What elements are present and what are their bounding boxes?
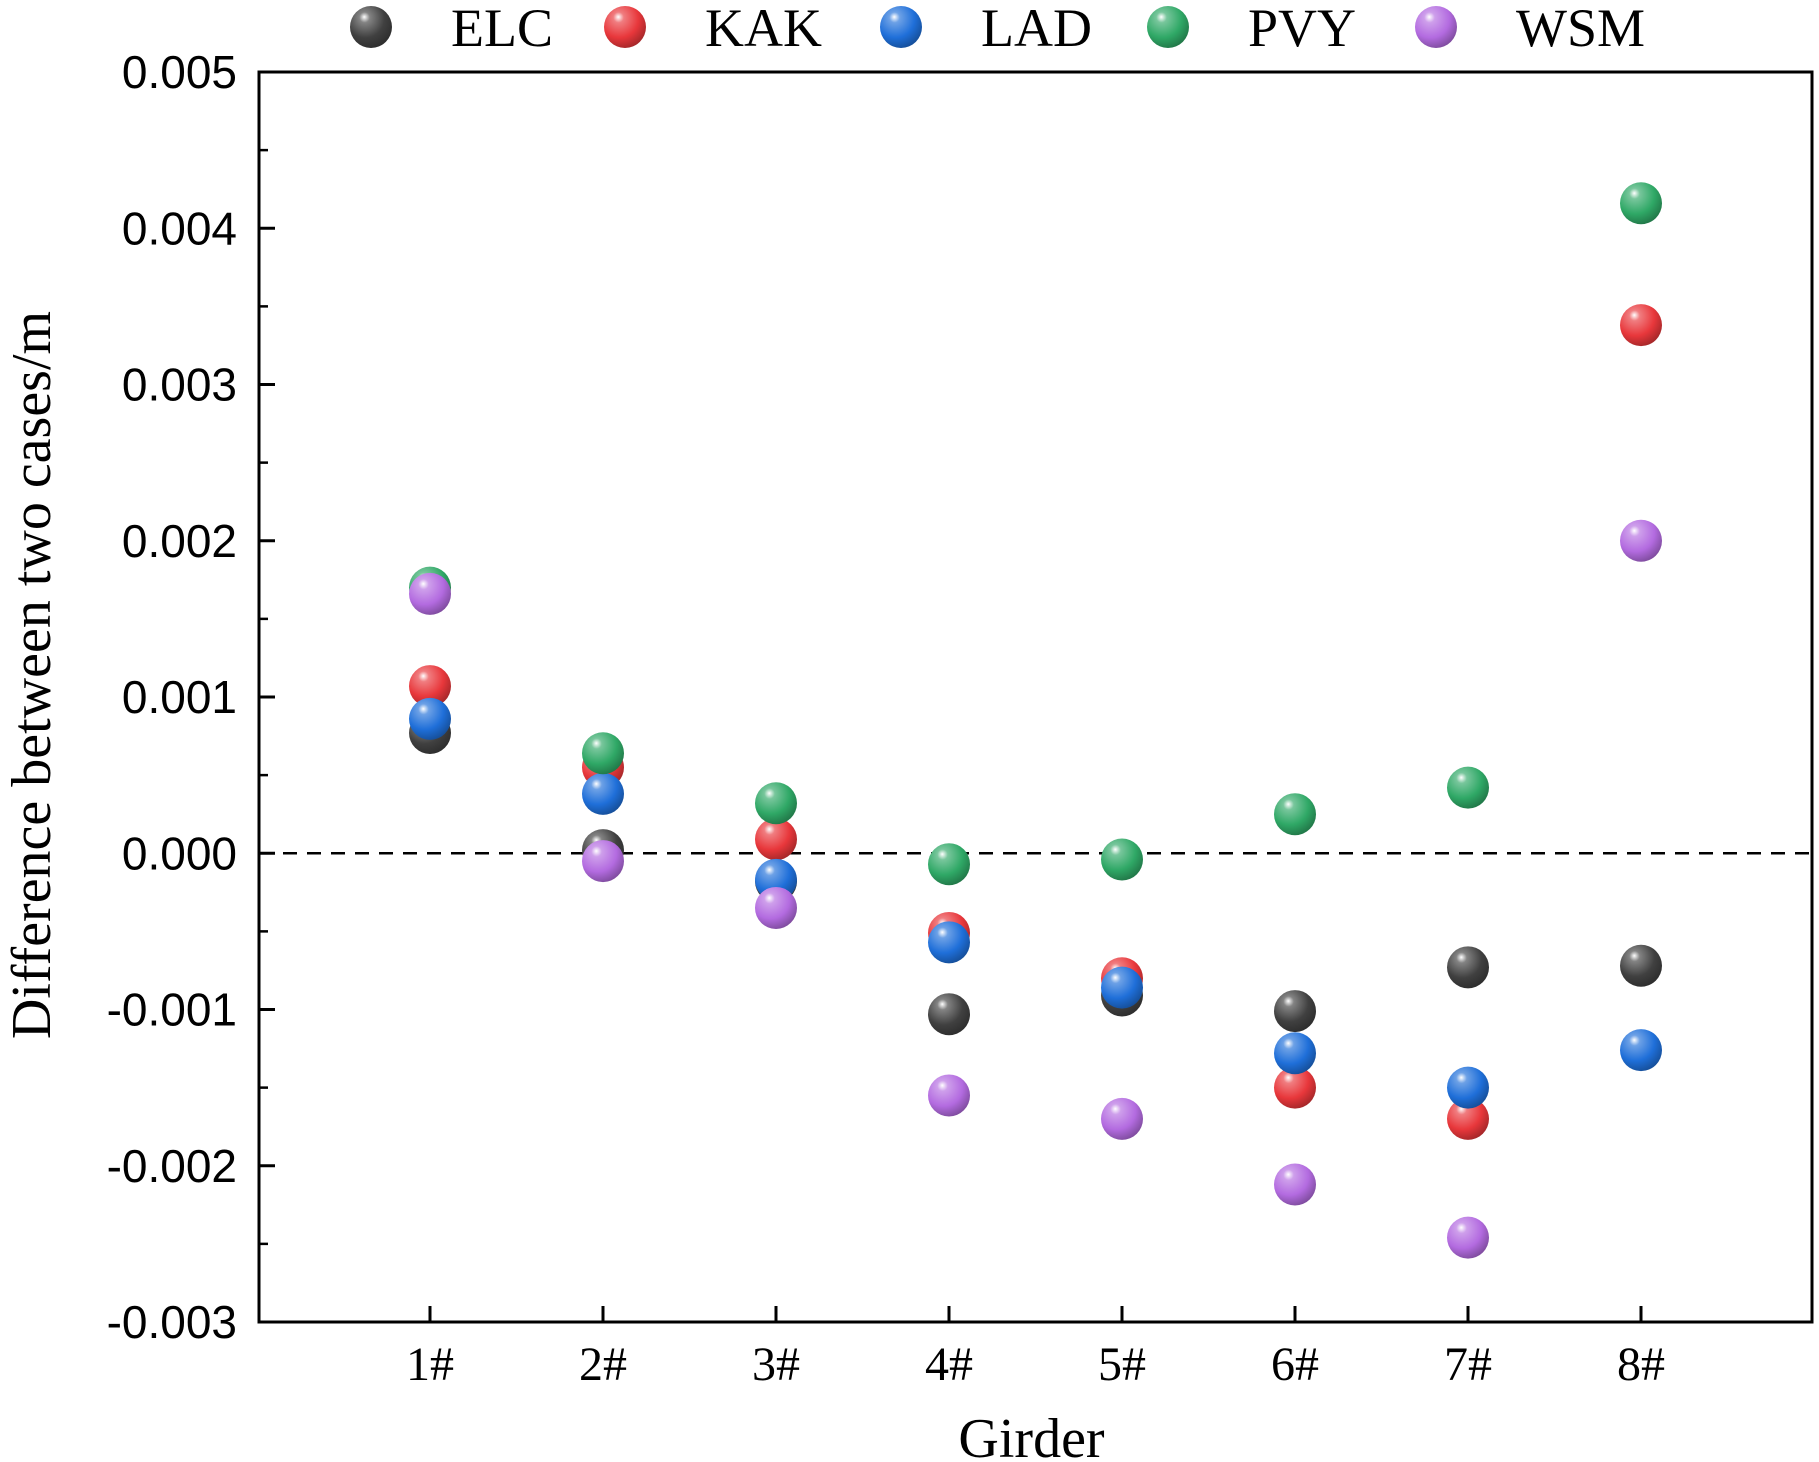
point-lad-4 bbox=[928, 921, 970, 964]
y-axis: 0.005 0.004 0.003 0.002 0.001 0.000 -0.001 -0.0… bbox=[107, 46, 275, 1348]
point-lad-8 bbox=[1620, 1029, 1662, 1072]
legend-label: PVY bbox=[1248, 0, 1356, 58]
data-points bbox=[409, 182, 1662, 1259]
legend-marker bbox=[350, 6, 392, 48]
series-lad bbox=[409, 697, 1662, 1109]
legend-marker bbox=[1147, 6, 1189, 48]
point-pvy-5 bbox=[1101, 838, 1143, 881]
point-kak-8 bbox=[1620, 304, 1662, 347]
legend-marker bbox=[880, 6, 922, 48]
point-kak-7 bbox=[1447, 1097, 1489, 1140]
plot-area: 0.005 0.004 0.003 0.002 0.001 0.000 -0.001 -0.0… bbox=[107, 46, 1814, 1391]
point-pvy-6 bbox=[1274, 793, 1316, 836]
legend-item-kak: KAK bbox=[604, 0, 822, 58]
x-tick-label: 7# bbox=[1444, 1338, 1492, 1391]
point-wsm-3 bbox=[755, 886, 797, 929]
point-elc-7 bbox=[1447, 946, 1489, 989]
series-wsm bbox=[409, 519, 1662, 1259]
point-kak-3 bbox=[755, 818, 797, 861]
point-wsm-8 bbox=[1620, 519, 1662, 562]
point-lad-1 bbox=[409, 697, 451, 740]
x-tick-label: 3# bbox=[752, 1338, 800, 1391]
x-tick-label: 6# bbox=[1271, 1338, 1319, 1391]
point-elc-8 bbox=[1620, 944, 1662, 987]
x-tick-label: 1# bbox=[406, 1338, 454, 1391]
x-tick-label: 8# bbox=[1617, 1338, 1665, 1391]
series-kak bbox=[409, 304, 1662, 1140]
point-kak-1 bbox=[409, 665, 451, 708]
point-wsm-2 bbox=[582, 840, 624, 883]
x-tick-label: 5# bbox=[1098, 1338, 1146, 1391]
x-axis: 1# 2# 3# 4# 5# 6# 7# 8# bbox=[406, 1306, 1665, 1391]
point-elc-6 bbox=[1274, 990, 1316, 1033]
point-kak-6 bbox=[1274, 1066, 1316, 1109]
legend-marker bbox=[604, 6, 646, 48]
point-pvy-7 bbox=[1447, 766, 1489, 809]
y-axis-title: Difference between two cases/m bbox=[1, 311, 63, 1039]
legend-item-wsm: WSM bbox=[1415, 0, 1645, 58]
point-lad-7 bbox=[1447, 1066, 1489, 1109]
legend-label: KAK bbox=[705, 0, 822, 58]
y-tick-label: 0.005 bbox=[122, 46, 237, 98]
legend-label: LAD bbox=[981, 0, 1092, 58]
x-tick-label: 4# bbox=[925, 1338, 973, 1391]
legend-marker bbox=[1415, 6, 1457, 48]
y-tick-label: -0.002 bbox=[107, 1140, 237, 1192]
legend-item-pvy: PVY bbox=[1147, 0, 1356, 58]
y-tick-label: 0.003 bbox=[122, 359, 237, 411]
point-lad-6 bbox=[1274, 1032, 1316, 1075]
y-tick-label: 0.001 bbox=[122, 671, 237, 723]
point-lad-2 bbox=[582, 772, 624, 815]
point-pvy-8 bbox=[1620, 182, 1662, 225]
point-pvy-2 bbox=[582, 732, 624, 775]
legend-item-lad: LAD bbox=[880, 0, 1092, 58]
y-tick-label: -0.001 bbox=[107, 984, 237, 1036]
x-axis-title: Girder bbox=[958, 1408, 1105, 1462]
point-elc-4 bbox=[928, 993, 970, 1036]
plot-frame bbox=[257, 70, 1814, 1324]
legend: ELC KAK LAD PVY WSM bbox=[350, 0, 1645, 58]
x-tick-label: 2# bbox=[579, 1338, 627, 1391]
point-pvy-4 bbox=[928, 843, 970, 886]
y-tick-label: 0.002 bbox=[122, 515, 237, 567]
y-tick-label: 0.000 bbox=[122, 827, 237, 879]
y-tick-label: 0.004 bbox=[122, 202, 237, 254]
legend-label: WSM bbox=[1516, 0, 1645, 58]
point-wsm-1 bbox=[409, 572, 451, 615]
legend-item-elc: ELC bbox=[350, 0, 553, 58]
point-wsm-7 bbox=[1447, 1216, 1489, 1259]
legend-label: ELC bbox=[451, 0, 553, 58]
point-lad-5 bbox=[1101, 966, 1143, 1009]
point-pvy-3 bbox=[755, 782, 797, 825]
point-wsm-5 bbox=[1101, 1097, 1143, 1140]
y-tick-label: -0.003 bbox=[107, 1296, 237, 1348]
point-wsm-4 bbox=[928, 1074, 970, 1117]
point-wsm-6 bbox=[1274, 1163, 1316, 1206]
